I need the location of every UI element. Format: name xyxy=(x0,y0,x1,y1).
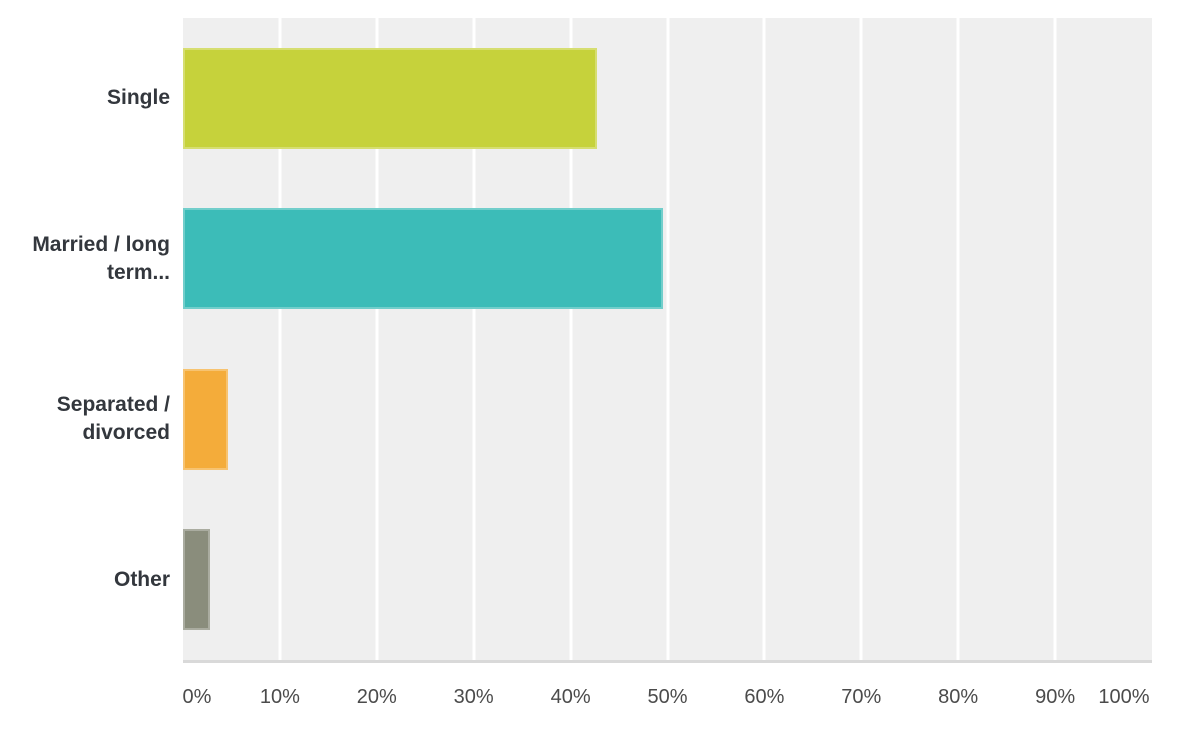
x-tick-label-20: 20% xyxy=(356,686,397,708)
x-tick-label-60: 60% xyxy=(744,686,785,708)
x-tick-label-100: 100% xyxy=(1098,686,1150,708)
gridline-30 xyxy=(472,18,476,660)
gridline-10 xyxy=(278,18,282,660)
gridline-70 xyxy=(859,18,863,660)
gridline-50 xyxy=(666,18,669,660)
bar-row-other xyxy=(183,500,1152,661)
bar-row-separated-divorced xyxy=(183,339,1152,500)
bar-other[interactable] xyxy=(183,529,211,631)
bar-single[interactable] xyxy=(183,47,597,149)
bar-row-single xyxy=(183,18,1152,179)
x-tick-label-10: 10% xyxy=(259,686,300,708)
bar-married-long-term[interactable] xyxy=(183,208,663,310)
category-label-single: Single xyxy=(0,18,170,179)
plot-area xyxy=(183,18,1152,663)
x-tick-label-40: 40% xyxy=(550,686,591,708)
bar-row-married-long-term xyxy=(183,179,1152,340)
bar-separated-divorced[interactable] xyxy=(183,368,228,470)
x-tick-label-30: 30% xyxy=(453,686,494,708)
x-tick-label-50: 50% xyxy=(647,686,688,708)
gridline-20 xyxy=(375,18,379,660)
x-tick-label-0: 0% xyxy=(182,686,212,708)
gridline-60 xyxy=(762,18,766,660)
x-tick-label-90: 90% xyxy=(1035,686,1076,708)
category-label-text: Separated / divorced xyxy=(56,393,170,445)
category-label-text: Single xyxy=(106,86,170,110)
x-tick-label-80: 80% xyxy=(938,686,979,708)
gridline-90 xyxy=(1053,18,1057,660)
gridline-40 xyxy=(569,18,573,660)
gridline-80 xyxy=(956,18,960,660)
category-label-separated-divorced: Separated / divorced xyxy=(0,339,170,500)
category-label-text: Married / long term... xyxy=(32,232,170,284)
category-label-text: Other xyxy=(113,567,170,591)
category-label-married-long-term: Married / long term... xyxy=(0,179,170,340)
x-axis: 0% 10% 20% 30% 40% 50% 60% 70% 80% 90% 100% xyxy=(183,684,1152,714)
x-tick-label-70: 70% xyxy=(841,686,882,708)
category-label-other: Other xyxy=(0,500,170,661)
